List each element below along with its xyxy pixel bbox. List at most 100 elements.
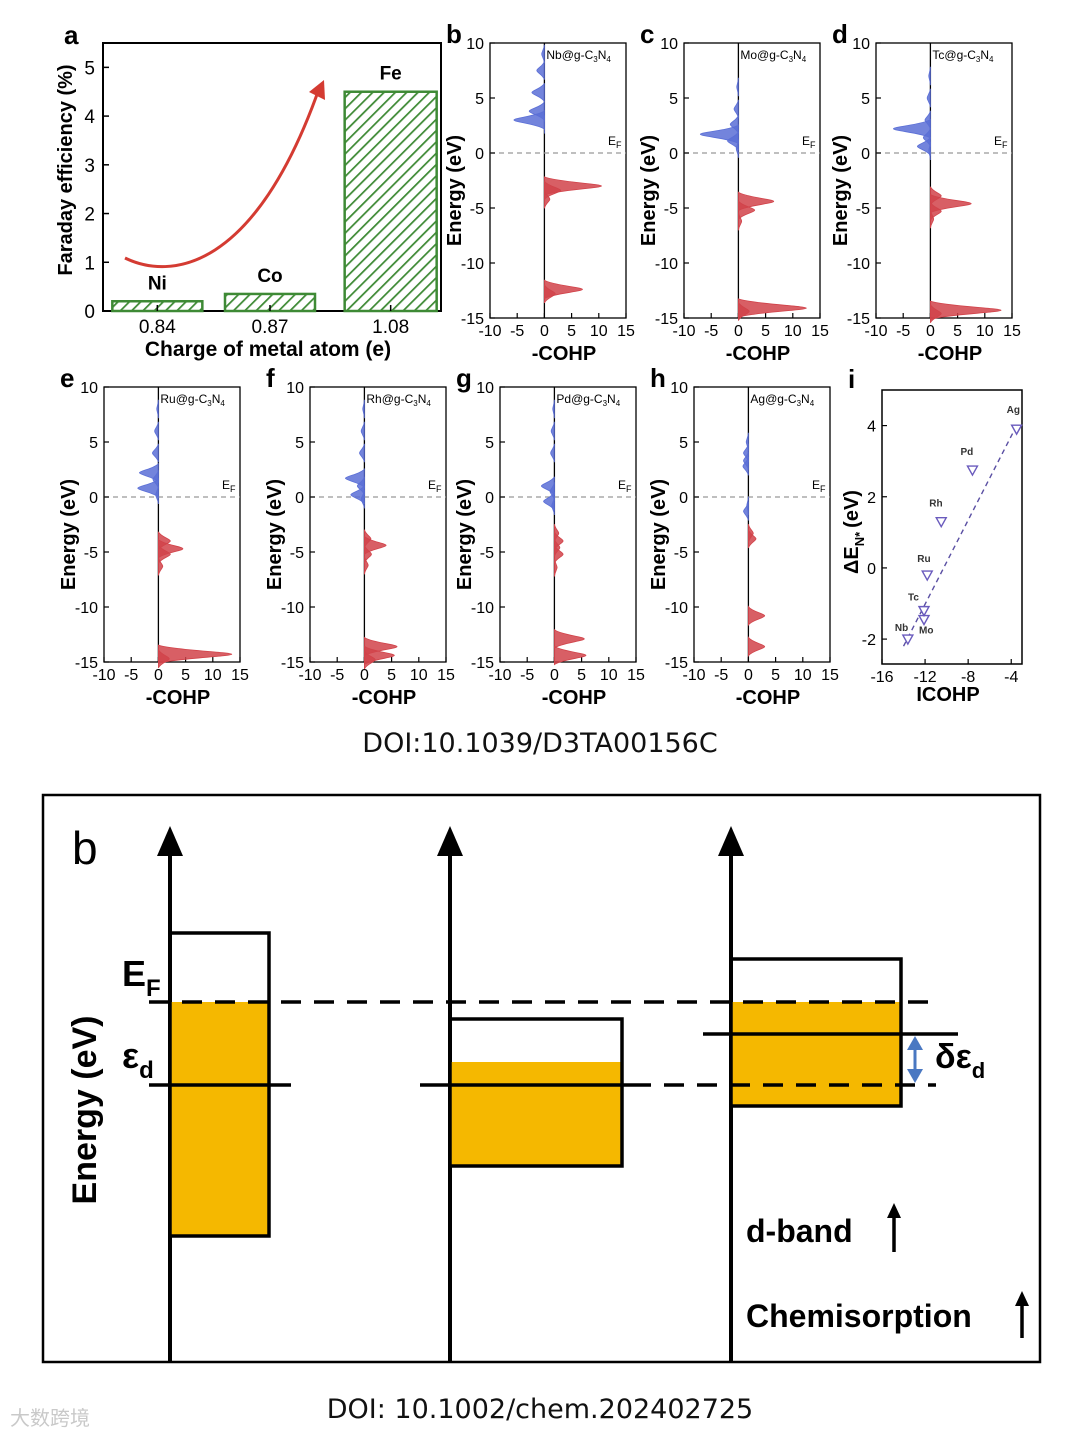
bottom-panel-letter: b: [72, 822, 98, 874]
cohp-xtick-label: 10: [784, 323, 802, 340]
antibonding-peak: [359, 443, 365, 463]
cohp-ytick-label: 0: [679, 490, 688, 507]
chemisorption-label: Chemisorption: [746, 1298, 972, 1334]
i-xtick-label: -8: [961, 669, 975, 686]
delta-arrow-up: [907, 1036, 923, 1050]
i-xtick-label: -12: [914, 669, 937, 686]
cohp-xtick-label: 15: [821, 667, 839, 684]
point-nb: [901, 634, 915, 646]
bar-label: Co: [257, 266, 282, 287]
cohp-ytick-label: 0: [861, 146, 870, 163]
bar-fe: [343, 90, 438, 313]
cohp-xtick-label: 15: [437, 667, 455, 684]
trend-arrow: [124, 85, 322, 269]
watermark: 大数跨境: [10, 1406, 90, 1430]
fermi-label: EF: [608, 134, 622, 150]
panel-i-frame: [881, 389, 1023, 665]
cohp-ytick-label: -10: [281, 600, 304, 617]
cohp-panel-letter: d: [832, 19, 848, 49]
cohp-ytick-label: -5: [856, 201, 870, 218]
cohp-xlabel: -COHP: [352, 687, 416, 709]
cohp-ytick-label: 0: [485, 490, 494, 507]
cohp-xtick-label: 10: [600, 667, 618, 684]
axis-3-arrow: [718, 826, 744, 856]
panel-i-ylabel-sub: N*: [852, 531, 867, 546]
cohp-ytick-label: -15: [471, 655, 494, 672]
point-ag: [1010, 424, 1023, 436]
bonding-peak: [364, 555, 369, 575]
cohp-panel-letter: c: [640, 19, 654, 49]
cohp-xtick-label: 15: [1003, 323, 1021, 340]
cohp-ytick-label: -5: [470, 201, 484, 218]
cohp-xtick-label: -10: [478, 323, 501, 340]
cohp-ytick-label: 10: [660, 36, 678, 53]
antibonding-peak: [156, 399, 159, 419]
panel-i-ylabel-unit: (eV): [841, 490, 863, 528]
i-xtick-label: -16: [870, 669, 893, 686]
cohp-ytick-label: 10: [476, 380, 494, 397]
bonding-peak: [738, 302, 750, 321]
cohp-xtick-label: 15: [811, 323, 829, 340]
cohp-xlabel: -COHP: [736, 687, 800, 709]
cohp-ytick-label: 10: [466, 36, 484, 53]
cohp-ytick-label: 10: [852, 36, 870, 53]
cohp-xtick-label: 5: [771, 667, 780, 684]
cohp-frame: [489, 42, 627, 319]
cohp-ytick-label: -15: [847, 311, 870, 328]
d-band-label: d-band: [746, 1213, 853, 1249]
cohp-ytick-label: 10: [670, 380, 688, 397]
cohp-xtick-label: 5: [761, 323, 770, 340]
trend-arrow-head: [309, 80, 325, 100]
top-figure: a 0 1 2 3 4 5 Ni 0.84 Co 0.87 Fe 1.08 Faraday effi…: [55, 19, 1023, 709]
bonding-peak: [158, 644, 233, 665]
panel-i-ylabel-main: ΔE: [841, 546, 863, 574]
cohp-ytick-label: 5: [485, 435, 494, 452]
cohp-frame: [693, 386, 831, 663]
cohp-ylabel: Energy (eV): [648, 479, 670, 590]
cohp-xtick-label: -5: [714, 667, 728, 684]
point-label: Pd: [960, 447, 973, 458]
cohp-ylabel: Energy (eV): [638, 135, 660, 246]
cohp-xlabel: -COHP: [146, 687, 210, 709]
bonding-peak: [544, 284, 556, 304]
cohp-xlabel: -COHP: [726, 343, 790, 365]
cohp-ytick-label: 10: [80, 380, 98, 397]
eps-d-label: εd: [122, 1035, 154, 1084]
point-label: Ag: [1007, 405, 1020, 416]
antibonding-peak: [362, 399, 365, 419]
cohp-ylabel: Energy (eV): [444, 135, 466, 246]
bonding-peak: [930, 209, 935, 229]
cohp-ylabel: Energy (eV): [830, 135, 852, 246]
panel-a-letter: a: [64, 20, 79, 50]
system-label: Rh@g-C3N4: [366, 392, 431, 408]
bonding-peak: [738, 199, 756, 221]
point-pd: [966, 465, 979, 477]
bonding-peak: [158, 557, 164, 576]
cohp-xtick-label: 0: [360, 667, 369, 684]
cohp-xtick-label: 10: [410, 667, 428, 684]
bar-label: Fe: [380, 64, 402, 85]
bar-label: Ni: [148, 273, 167, 294]
cohp-xtick-label: -5: [510, 323, 524, 340]
bonding-peak: [748, 636, 766, 658]
cohp-xtick-label: 10: [976, 323, 994, 340]
cohp-ytick-label: -10: [655, 256, 678, 273]
cohp-panel-letter: g: [456, 363, 472, 393]
cohp-ytick-label: 5: [89, 435, 98, 452]
cohp-xtick-label: 0: [154, 667, 163, 684]
cohp-xtick-label: -5: [896, 323, 910, 340]
cohp-xtick-label: 0: [926, 323, 935, 340]
cohp-xtick-label: 0: [744, 667, 753, 684]
panel-a-xlabel: Charge of metal atom (e): [145, 338, 391, 361]
doi-top: DOI:10.1039/D3TA00156C: [362, 728, 718, 759]
antibonding-peak: [742, 456, 749, 476]
cohp-frame: [309, 386, 447, 663]
cohp-xtick-label: 5: [181, 667, 190, 684]
a-ytick-label: 0: [84, 302, 95, 323]
bonding-peak: [544, 189, 551, 209]
